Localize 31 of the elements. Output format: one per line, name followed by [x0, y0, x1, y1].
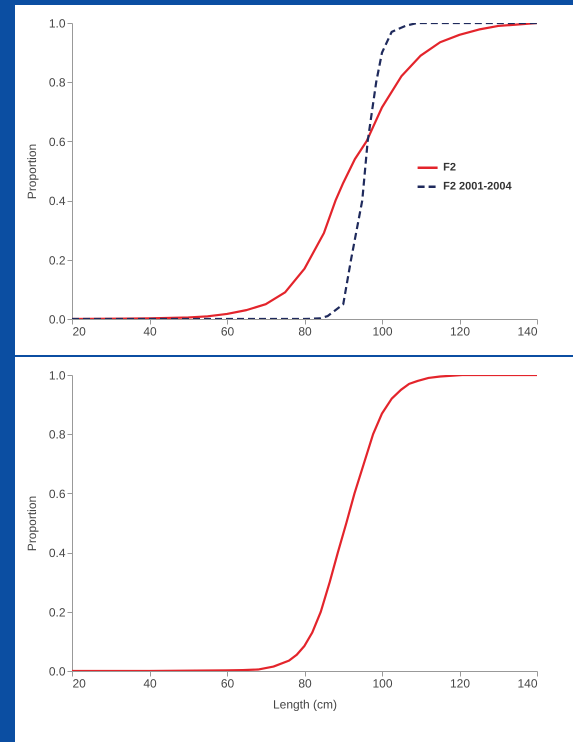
y-tick-label: 1.0	[48, 16, 66, 30]
legend-label: F2 2001-2004	[443, 180, 512, 193]
y-tick-label: 0.2	[48, 605, 66, 620]
y-tick-label: 0.6	[48, 486, 66, 501]
y-tick-label: 0.0	[48, 664, 66, 678]
x-tick-label: 20	[72, 324, 86, 338]
y-tick-label: 0.2	[48, 253, 66, 268]
y-tick-label: 0.8	[48, 428, 66, 442]
y-tick-label: 0.6	[48, 134, 66, 149]
x-axis-title: Length (cm)	[272, 698, 338, 712]
x-tick-label: 80	[298, 676, 312, 690]
y-tick-label: 0.8	[48, 76, 66, 90]
x-tick-label: 80	[298, 324, 312, 338]
x-tick-label: 140	[517, 324, 538, 338]
legend-label: F2	[443, 162, 456, 174]
x-tick-label: 100	[372, 676, 393, 690]
y-tick-label: 0.4	[48, 194, 66, 208]
x-tick-label: 100	[372, 324, 393, 338]
x-tick-label: 60	[220, 676, 234, 690]
x-tick-label: 40	[143, 676, 157, 690]
x-tick-label: 20	[72, 676, 86, 690]
x-tick-label: 40	[143, 324, 157, 338]
y-axis-title: Proportion	[24, 144, 39, 200]
x-tick-label: 60	[220, 324, 234, 338]
y-tick-label: 0.4	[48, 546, 66, 560]
y-tick-label: 1.0	[48, 368, 66, 382]
x-tick-label: 140	[517, 676, 538, 690]
y-tick-label: 0.0	[48, 312, 66, 326]
x-tick-label: 120	[450, 324, 470, 338]
x-tick-label: 120	[450, 676, 470, 690]
y-axis-title: Proportion	[24, 496, 39, 552]
